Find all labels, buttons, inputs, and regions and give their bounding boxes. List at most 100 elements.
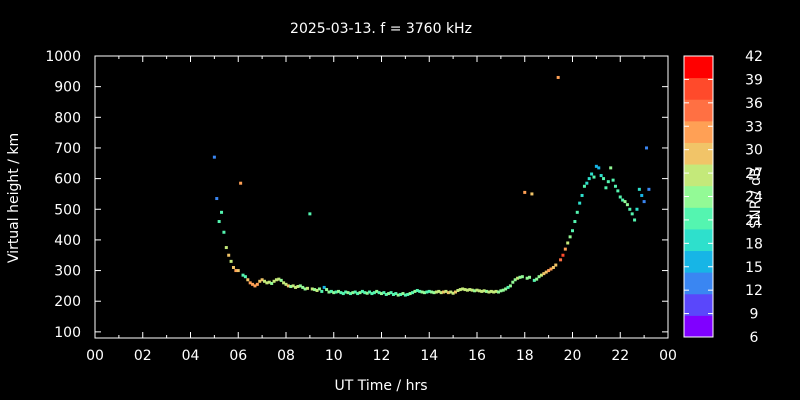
data-point (430, 290, 434, 294)
data-point (518, 275, 522, 279)
data-point (217, 220, 221, 224)
data-point (332, 291, 336, 295)
data-point (427, 289, 431, 293)
data-point (231, 266, 235, 269)
data-point (458, 288, 462, 292)
data-point (368, 290, 372, 294)
data-point (609, 166, 613, 170)
data-point (239, 181, 243, 185)
data-point (425, 290, 429, 294)
data-point (549, 267, 553, 271)
data-point (251, 282, 255, 286)
data-point (313, 288, 317, 292)
data-point (370, 292, 374, 296)
colorbar-tick-label: 33 (745, 119, 763, 135)
data-point (628, 207, 632, 211)
data-point (449, 290, 453, 294)
data-point (267, 280, 271, 284)
data-point (263, 279, 267, 283)
data-point (599, 174, 603, 178)
data-point (229, 259, 233, 263)
data-point (647, 187, 651, 191)
x-tick-label: 06 (229, 348, 247, 364)
data-point (360, 289, 364, 293)
data-point (528, 275, 532, 279)
x-tick-label: 00 (86, 348, 104, 364)
colorbar-tick-label: 24 (745, 190, 763, 206)
data-point (470, 288, 474, 292)
x-axis-label: UT Time / hrs (334, 378, 427, 394)
data-point (606, 180, 610, 184)
snr-colorbar: 42 39 36 33 30 27 24 21 18 15 12 9 6 (683, 49, 763, 346)
data-point (535, 277, 539, 281)
y-tick-label: 800 (54, 110, 81, 126)
x-tick-label: 00 (659, 348, 677, 364)
data-point (308, 212, 312, 216)
colorbar-segment (684, 142, 713, 165)
data-point (616, 189, 620, 193)
data-point (482, 289, 486, 293)
data-point (394, 292, 398, 296)
data-point (212, 155, 216, 159)
x-tick-label: 08 (277, 348, 295, 364)
data-point (451, 291, 455, 295)
data-point (270, 281, 274, 285)
data-point (372, 291, 376, 295)
data-point (408, 292, 412, 296)
colorbar-segment (684, 272, 713, 295)
data-point (415, 288, 419, 292)
data-point (329, 289, 333, 293)
data-point (587, 177, 591, 181)
colorbar-segment (684, 164, 713, 187)
y-tick-label: 200 (54, 294, 81, 310)
data-point (623, 200, 627, 204)
data-point (604, 186, 608, 190)
colorbar-tick-label: 6 (750, 330, 759, 346)
data-point (384, 292, 388, 296)
data-point (489, 289, 493, 293)
data-point (227, 253, 231, 257)
data-point (437, 289, 441, 293)
data-point (492, 290, 496, 294)
data-point (551, 266, 555, 269)
data-point (485, 289, 489, 293)
data-point (473, 289, 477, 293)
data-point (625, 203, 629, 207)
colorbar-label: SNR / dB (748, 167, 764, 228)
data-point (358, 291, 362, 295)
data-point (542, 272, 546, 276)
data-point (420, 290, 424, 294)
data-point (301, 285, 305, 289)
data-point (327, 290, 331, 294)
data-point (585, 181, 589, 185)
data-point (236, 269, 240, 273)
data-point (446, 291, 450, 295)
data-point (403, 293, 407, 297)
data-point (234, 269, 238, 273)
data-point (277, 277, 281, 281)
data-point (298, 284, 302, 288)
data-point (346, 291, 350, 295)
x-tick-label: 16 (468, 348, 486, 364)
y-tick-label: 600 (54, 172, 81, 188)
x-tick-label: 22 (611, 348, 629, 364)
data-point (454, 290, 458, 294)
x-tick-label: 18 (516, 348, 534, 364)
data-point (590, 172, 594, 176)
data-point (351, 291, 355, 295)
data-point (317, 287, 321, 291)
data-point (468, 288, 472, 292)
data-point (465, 288, 469, 292)
data-point (413, 289, 417, 293)
data-point (365, 291, 369, 295)
data-point (341, 292, 345, 296)
data-point (253, 284, 257, 288)
data-point (260, 278, 264, 282)
data-point (418, 289, 422, 293)
data-point (258, 279, 262, 283)
data-point (561, 253, 565, 257)
data-point (243, 275, 247, 279)
data-point (630, 212, 634, 216)
data-point (613, 184, 617, 188)
